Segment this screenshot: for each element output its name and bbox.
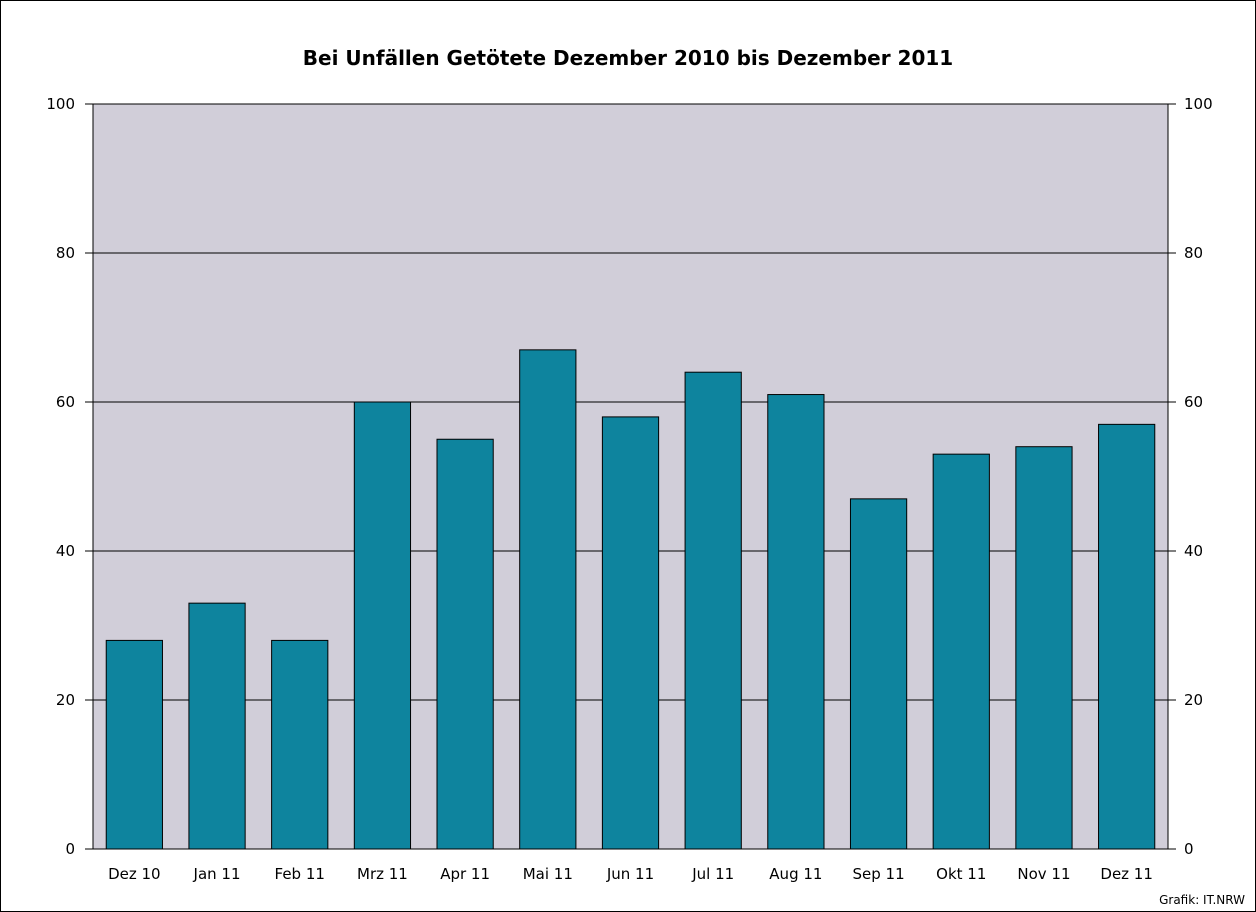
- right-tick-label: 20: [1184, 691, 1203, 709]
- x-tick-label: Mrz 11: [357, 865, 408, 883]
- x-tick-label: Feb 11: [275, 865, 325, 883]
- bar: [684, 371, 742, 850]
- x-tick-label: Jun 11: [606, 865, 654, 883]
- bar: [271, 639, 329, 850]
- left-tick-label: 60: [56, 393, 75, 411]
- x-tick-label: Jul 11: [691, 865, 734, 883]
- bar: [1098, 423, 1156, 850]
- bar: [767, 394, 825, 850]
- right-y-axis: 0 20 40 60 80 100: [1168, 95, 1213, 858]
- left-tick-label: 40: [56, 542, 75, 560]
- left-tick-label: 0: [65, 840, 75, 858]
- right-tick-label: 40: [1184, 542, 1203, 560]
- bar: [436, 438, 494, 850]
- x-tick-label: Apr 11: [440, 865, 490, 883]
- right-tick-label: 60: [1184, 393, 1203, 411]
- x-axis-labels: Dez 10 Jan 11 Feb 11 Mrz 11 Apr 11 Mai 11 Jun …: [108, 865, 1153, 883]
- right-tick-label: 100: [1184, 95, 1213, 113]
- bar: [601, 416, 660, 850]
- x-tick-label: Okt 11: [936, 865, 986, 883]
- source-credit: Grafik: IT.NRW: [1159, 893, 1245, 907]
- x-tick-label: Aug 11: [769, 865, 822, 883]
- chart-title: Bei Unfällen Getötete Dezember 2010 bis …: [303, 46, 953, 70]
- x-tick-label: Mai 11: [523, 865, 573, 883]
- bar: [849, 498, 908, 850]
- bar: [932, 453, 990, 850]
- bar: [105, 639, 163, 850]
- left-tick-label: 20: [56, 691, 75, 709]
- bars: [105, 349, 1156, 850]
- x-tick-label: Sep 11: [853, 865, 905, 883]
- bar: [1015, 446, 1073, 850]
- right-tick-label: 80: [1184, 244, 1203, 262]
- x-tick-label: Dez 10: [108, 865, 161, 883]
- x-tick-label: Nov 11: [1017, 865, 1070, 883]
- left-y-axis: 0 20 40 60 80 100: [46, 95, 93, 858]
- right-tick-label: 0: [1184, 840, 1194, 858]
- x-tick-label: Jan 11: [193, 865, 241, 883]
- bar: [353, 401, 412, 850]
- bar: [519, 349, 577, 850]
- left-tick-label: 100: [46, 95, 75, 113]
- left-tick-label: 80: [56, 244, 75, 262]
- bar: [188, 602, 246, 850]
- x-tick-label: Dez 11: [1100, 865, 1153, 883]
